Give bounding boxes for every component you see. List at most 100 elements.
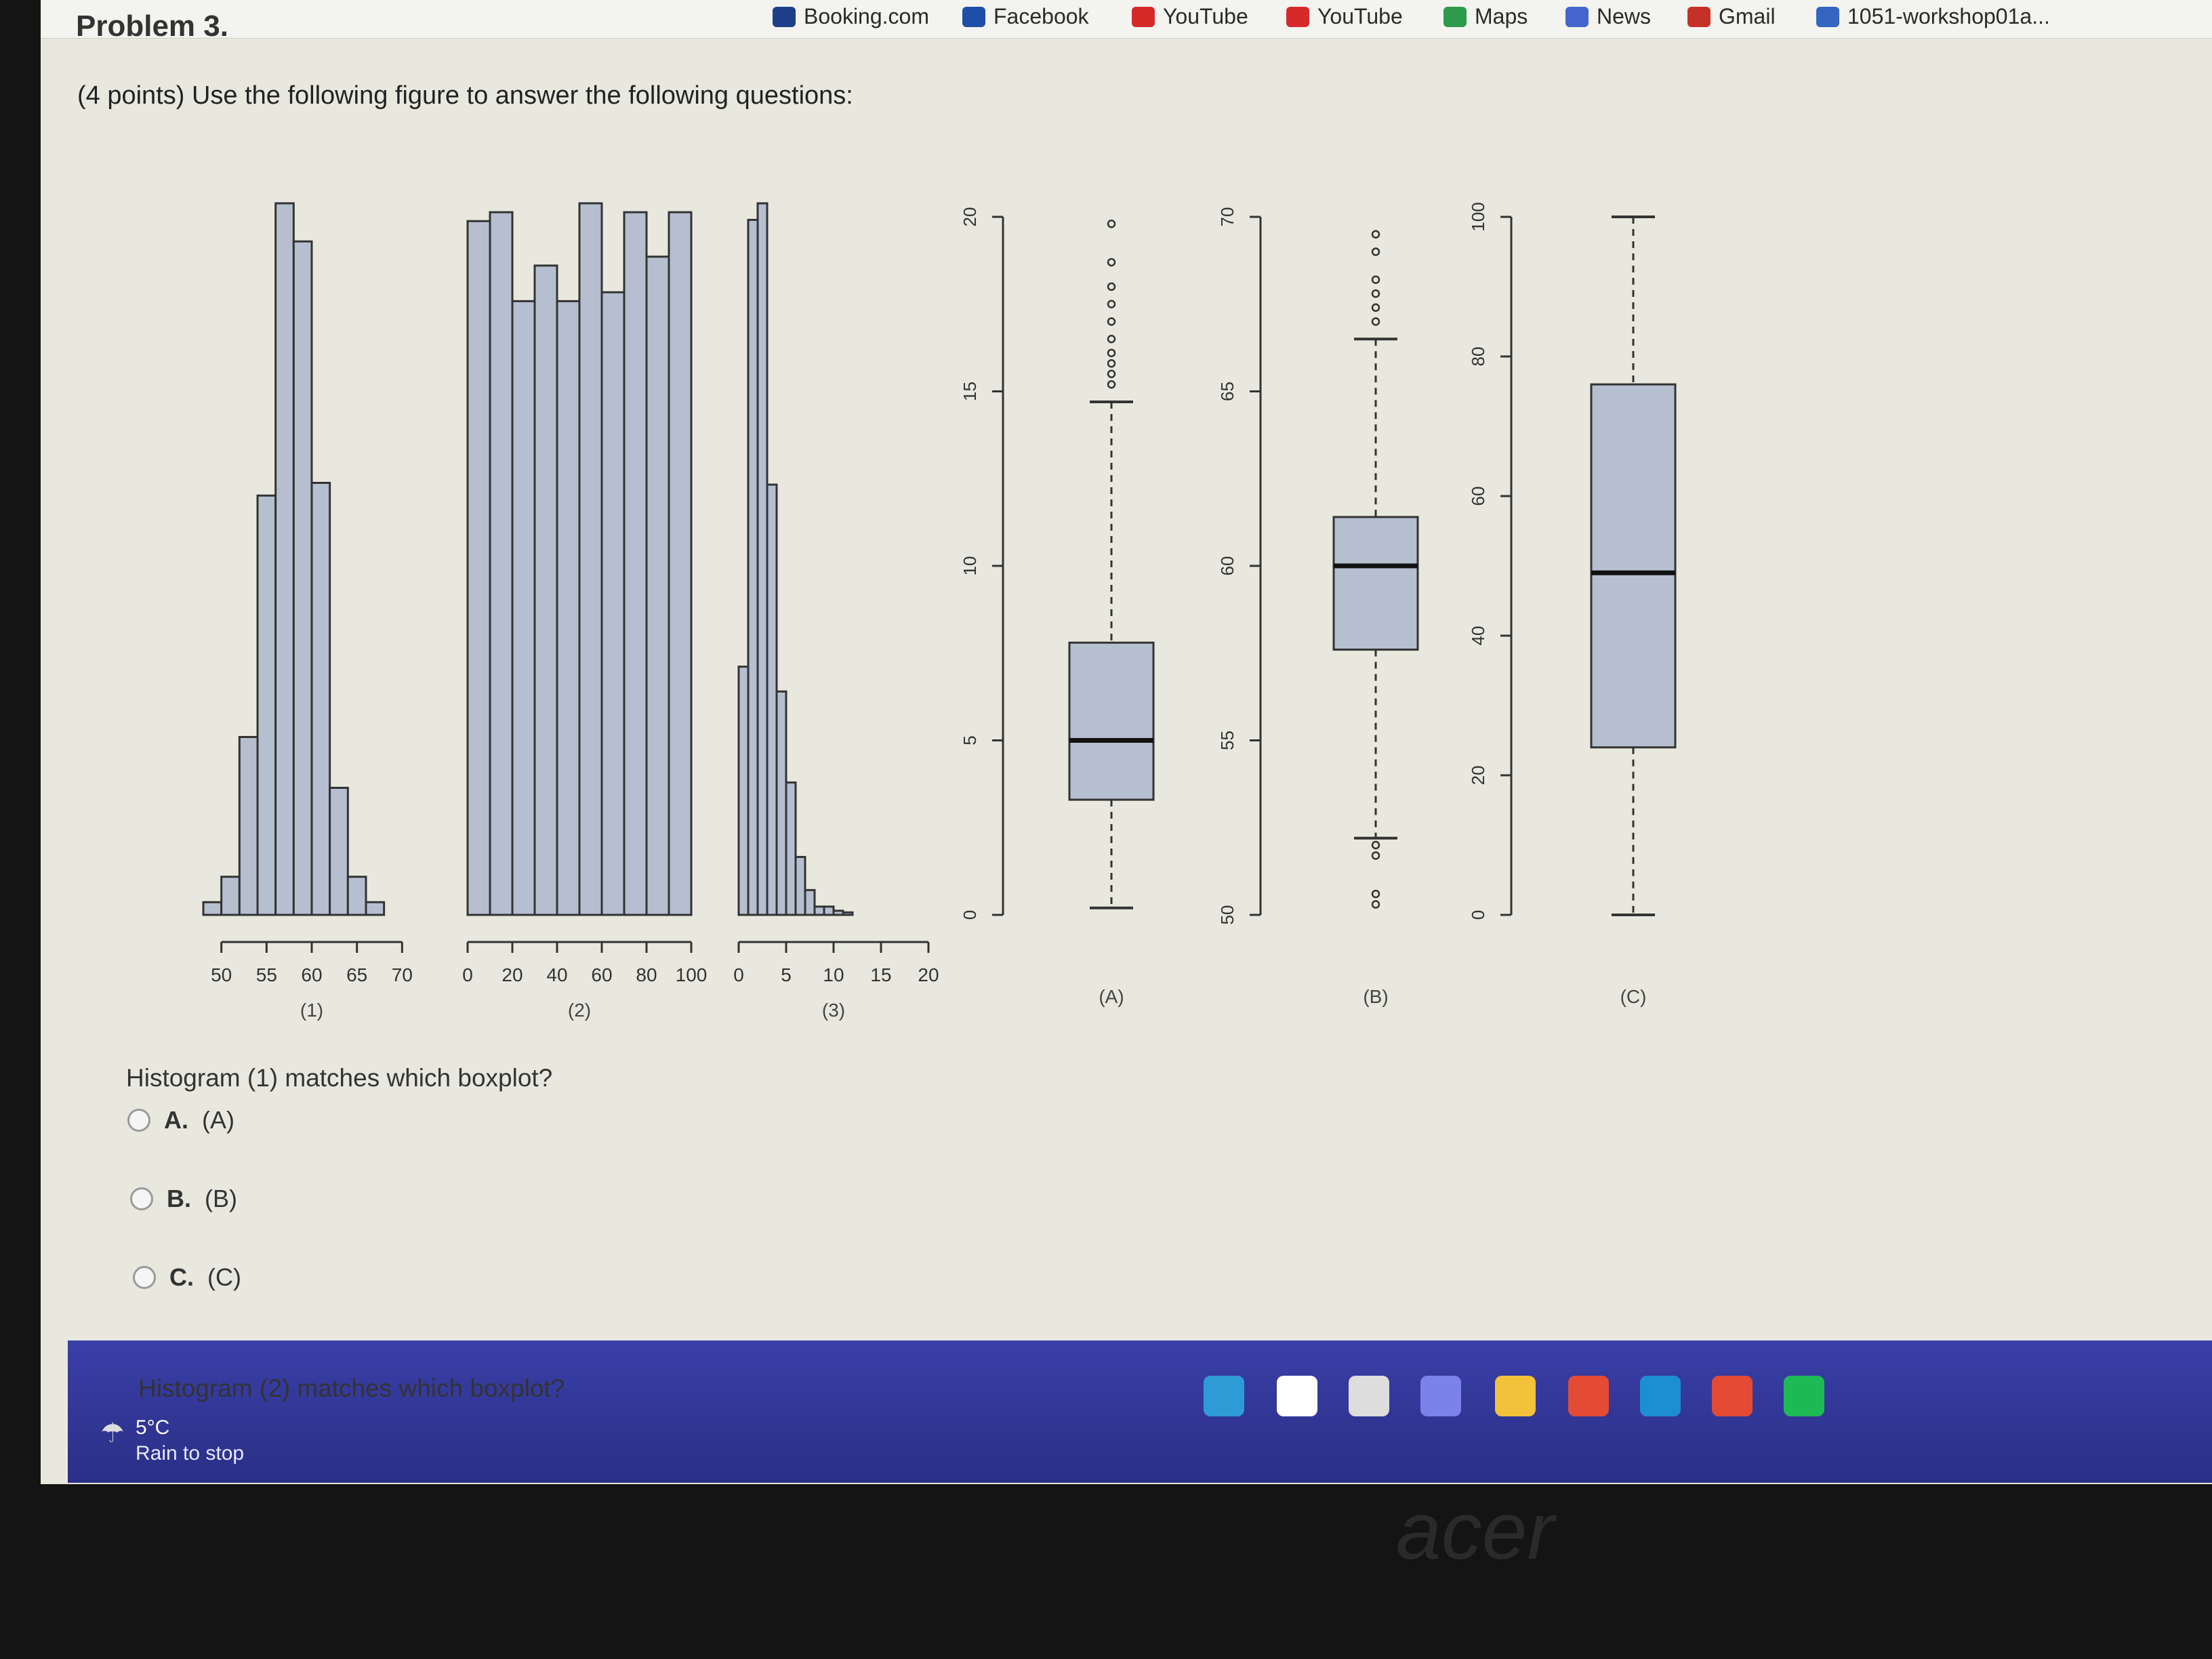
search-icon[interactable] <box>1277 1376 1317 1416</box>
histogram-1-tick-label: 50 <box>211 964 232 985</box>
question-2-text: Histogram (2) matches which boxplot? <box>138 1374 565 1402</box>
histogram-3-bar <box>813 905 825 916</box>
boxplot-a-outlier <box>1107 380 1116 389</box>
boxplot-c-tick-label: 100 <box>1468 202 1488 231</box>
chrome-icon[interactable] <box>1568 1376 1609 1416</box>
chrome-profile-icon[interactable] <box>1712 1376 1753 1416</box>
boxplot-a-outlier <box>1107 282 1116 291</box>
option-b-radio[interactable] <box>130 1187 153 1210</box>
option-c-label: (C) <box>207 1263 241 1291</box>
boxplot-b-outlier <box>1371 247 1380 256</box>
histogram-1-tick-label: 65 <box>346 964 367 985</box>
option-c-radio[interactable] <box>133 1266 156 1289</box>
histogram-1-bar <box>292 240 313 916</box>
boxplot-a-outlier <box>1107 359 1116 368</box>
histogram-1-bar <box>220 876 241 916</box>
bookmark-3[interactable]: YouTube <box>1286 4 1403 29</box>
histogram-3-bar <box>832 909 844 916</box>
boxplot-c-tick-label: 40 <box>1468 626 1488 646</box>
task-view-icon[interactable] <box>1349 1376 1389 1416</box>
boxplot-a-outlier <box>1107 369 1116 378</box>
bookmark-5[interactable]: News <box>1565 4 1651 29</box>
boxplot-b-tick-label: 55 <box>1217 731 1237 750</box>
bookmark-6[interactable]: Gmail <box>1687 4 1776 29</box>
boxplot-a-label: (A) <box>1099 986 1124 1007</box>
histogram-3-bar <box>804 888 816 916</box>
histogram-3-bar <box>766 483 778 916</box>
boxplot-b-outlier <box>1371 275 1380 284</box>
boxplot-c-tick-label: 60 <box>1468 487 1488 506</box>
boxplot-b-outlier <box>1371 889 1380 899</box>
edge-icon[interactable] <box>1640 1376 1681 1416</box>
boxplot-a-outlier <box>1107 300 1116 308</box>
histogram-3-label: (3) <box>822 1000 845 1021</box>
boxplot-c-tick-label: 80 <box>1468 347 1488 367</box>
histogram-2-bar <box>600 291 626 916</box>
histogram-2-tick-label: 40 <box>546 964 567 985</box>
bookmark-2[interactable]: YouTube <box>1132 4 1248 29</box>
histogram-2-bar <box>466 220 491 916</box>
option-b-label: (B) <box>205 1185 237 1212</box>
histogram-1-tick-label: 60 <box>301 964 322 985</box>
histogram-1-bar <box>346 876 367 916</box>
boxplot-b-outlier <box>1371 840 1380 850</box>
histogram-3-tick-label: 0 <box>733 964 744 985</box>
histogram-1-bar <box>202 901 223 916</box>
bookmark-label: Maps <box>1475 4 1528 28</box>
boxplot-a-outlier <box>1107 220 1116 228</box>
bookmark-label: Booking.com <box>804 4 929 28</box>
histogram-3-tick-label: 20 <box>918 964 939 985</box>
chat-icon[interactable] <box>1420 1376 1461 1416</box>
boxplot-c-tick-label: 0 <box>1468 910 1488 920</box>
histogram-2-bar <box>489 211 514 916</box>
bookmark-label: Gmail <box>1719 4 1776 28</box>
youtube-icon <box>1286 6 1309 27</box>
spotify-icon[interactable] <box>1784 1376 1824 1416</box>
histogram-2-tick-label: 60 <box>591 964 612 985</box>
histogram-3-bar <box>737 665 750 916</box>
boxplot-b-outlier <box>1371 230 1380 239</box>
boxplot-b-outlier <box>1371 303 1380 312</box>
histogram-2-bar <box>511 300 536 916</box>
histogram-2-bar <box>623 211 648 916</box>
boxplot-b-tick-label: 65 <box>1217 382 1237 401</box>
option-a[interactable]: A. (A) <box>127 1106 234 1134</box>
option-a-letter: A. <box>164 1106 188 1134</box>
boxplot-a-outlier <box>1107 317 1116 326</box>
histogram-1-bar <box>329 787 349 916</box>
boxplot-c-label: (C) <box>1620 986 1647 1007</box>
weather-temperature[interactable]: 5°C <box>136 1416 170 1439</box>
option-a-label: (A) <box>202 1106 234 1134</box>
laptop-brand-logo: acer <box>1396 1486 1555 1576</box>
boxplot-b-box <box>1332 516 1419 651</box>
weather-status[interactable]: Rain to stop <box>136 1442 245 1465</box>
boxplot-c-box <box>1590 383 1677 749</box>
option-c[interactable]: C. (C) <box>133 1263 241 1292</box>
maps-icon <box>1443 6 1467 27</box>
bookmark-label: YouTube <box>1163 4 1248 28</box>
histogram-3-bar <box>794 856 806 916</box>
histogram-2-tick-label: 20 <box>501 964 523 985</box>
boxplot-a-tick-label: 20 <box>960 207 980 227</box>
option-a-radio[interactable] <box>127 1109 150 1132</box>
bookmark-1[interactable]: Facebook <box>962 4 1089 29</box>
bookmark-7[interactable]: 1051-workshop01a... <box>1816 4 2050 29</box>
bookmarks-bar: Booking.com Facebook YouTube YouTube Maps New… <box>41 0 2212 39</box>
bookmark-4[interactable]: Maps <box>1443 4 1528 29</box>
histogram-3-tick-label: 15 <box>870 964 891 985</box>
histogram-1-bar <box>238 736 259 916</box>
bookmark-0[interactable]: Booking.com <box>773 4 929 29</box>
bookmark-label: News <box>1597 4 1652 28</box>
facebook-icon <box>962 6 985 27</box>
browser-viewport: Booking.com Facebook YouTube YouTube Maps New… <box>41 0 2212 1484</box>
problem-title: Problem 3. <box>76 9 228 43</box>
histogram-2-bar <box>533 264 558 916</box>
weather-icon[interactable]: ☂ <box>100 1418 125 1448</box>
option-b[interactable]: B. (B) <box>130 1185 237 1213</box>
file-explorer-icon[interactable] <box>1495 1376 1536 1416</box>
windows-start-icon[interactable] <box>1204 1376 1244 1416</box>
histogram-3-bar <box>842 911 854 916</box>
booking-icon <box>773 6 796 27</box>
taskbar <box>68 1340 2212 1483</box>
boxplot-b-outlier <box>1371 289 1380 298</box>
